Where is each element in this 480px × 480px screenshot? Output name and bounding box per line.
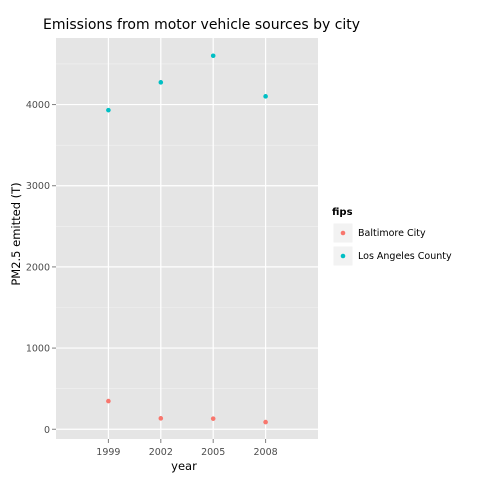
- legend-swatch-los-angeles-county: [340, 253, 346, 259]
- y-tick-label: 2000: [26, 262, 50, 273]
- x-tick-label: 2002: [149, 447, 173, 458]
- point-baltimore-city-2002: [158, 416, 164, 421]
- x-axis-ticks: 1999 2002 2005 2008: [96, 439, 278, 458]
- point-baltimore-city-1999: [106, 398, 111, 404]
- point-los-angeles-county-1999: [106, 107, 111, 113]
- y-tick-label: 4000: [26, 100, 50, 111]
- x-axis-title: year: [171, 459, 197, 473]
- legend-label-los-angeles-county: Los Angeles County: [358, 251, 452, 262]
- minor-gridlines: [56, 63, 318, 389]
- y-axis-ticks: 0 1000 2000 3000 4000: [26, 100, 56, 436]
- point-los-angeles-county-2005: [210, 53, 216, 59]
- y-tick-label: 3000: [26, 181, 50, 192]
- point-baltimore-city-2005: [210, 416, 216, 421]
- plot-panel: [56, 38, 318, 439]
- legend-swatch-baltimore-city: [340, 230, 346, 236]
- legend-title: fips: [332, 207, 353, 218]
- x-tick-label: 2008: [254, 447, 278, 458]
- major-gridlines: [56, 38, 318, 439]
- point-los-angeles-county-2002: [158, 80, 164, 85]
- y-tick-label: 0: [44, 425, 50, 436]
- y-tick-label: 1000: [26, 344, 50, 355]
- legend-label-baltimore-city: Baltimore City: [358, 228, 426, 239]
- chart-title: Emissions from motor vehicle sources by …: [43, 17, 360, 33]
- data-points: [106, 53, 268, 425]
- x-tick-label: 2005: [201, 447, 225, 458]
- point-los-angeles-county-2008: [263, 94, 268, 99]
- point-baltimore-city-2008: [263, 419, 268, 425]
- x-tick-label: 1999: [96, 447, 120, 458]
- y-axis-title: PM2.5 emitted (T): [9, 182, 23, 285]
- legend: fips Baltimore City Los Angeles County: [332, 207, 452, 267]
